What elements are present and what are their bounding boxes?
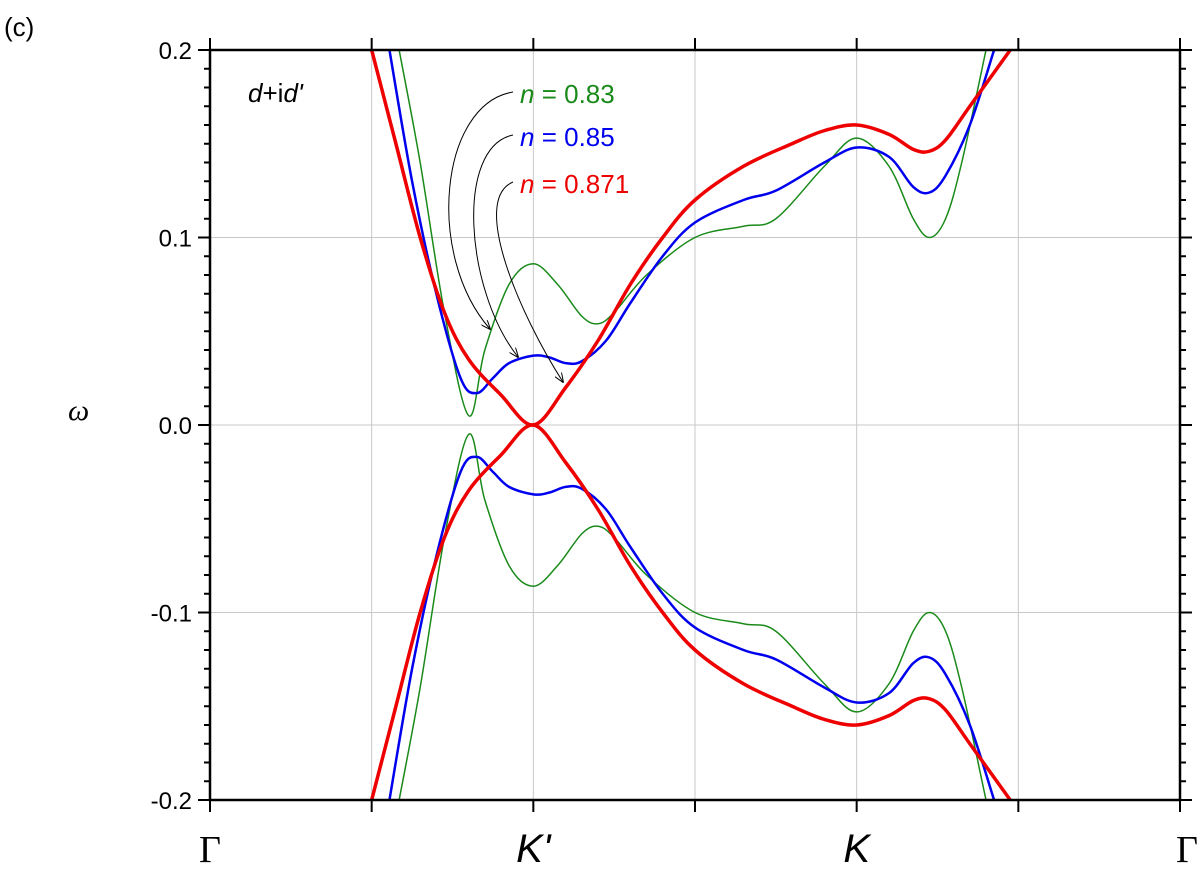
- legend-entry-series-1: n = 0.83: [520, 79, 615, 109]
- x-tick-label-3: Γ: [1176, 829, 1198, 871]
- series-layer: [369, 48, 1012, 802]
- y-tick-label-2: 0.0: [159, 413, 192, 440]
- axis-ticks: [198, 38, 1192, 812]
- legend: n = 0.83 n = 0.85 n = 0.871: [520, 79, 629, 199]
- series-3-upper-line: [369, 48, 1012, 427]
- x-tick-label-2: K: [843, 827, 872, 871]
- y-tick-labels: 0.2 0.1 0.0 -0.1 -0.2: [151, 38, 192, 815]
- series-3-lower-line: [369, 423, 1012, 802]
- series-2-lower-line: [388, 455, 996, 801]
- y-tick-label-3: -0.1: [151, 601, 192, 628]
- x-tick-labels: Γ K' K Γ: [199, 827, 1198, 871]
- legend-entry-series-2: n = 0.85: [520, 122, 615, 152]
- y-axis-label: ω: [68, 394, 89, 427]
- y-tick-label-1: 0.1: [159, 226, 192, 253]
- series-1-upper-line: [398, 49, 987, 417]
- leader-line-series-3: [496, 181, 563, 382]
- series-1-lower-line: [398, 433, 987, 801]
- series-2-upper-line: [388, 49, 996, 395]
- x-tick-label-1: K': [516, 827, 552, 871]
- y-tick-label-4: -0.2: [151, 788, 192, 815]
- pairing-annotation: d+id': [248, 78, 304, 108]
- grid-lines: [210, 50, 1180, 800]
- panel-label: (c): [4, 12, 34, 42]
- leader-line-series-1: [448, 91, 514, 329]
- y-tick-label-0: 0.2: [159, 38, 192, 65]
- legend-entry-series-3: n = 0.871: [520, 169, 629, 199]
- leader-line-series-2: [473, 134, 518, 357]
- legend-leader-lines: [448, 91, 563, 382]
- x-tick-label-0: Γ: [199, 829, 221, 871]
